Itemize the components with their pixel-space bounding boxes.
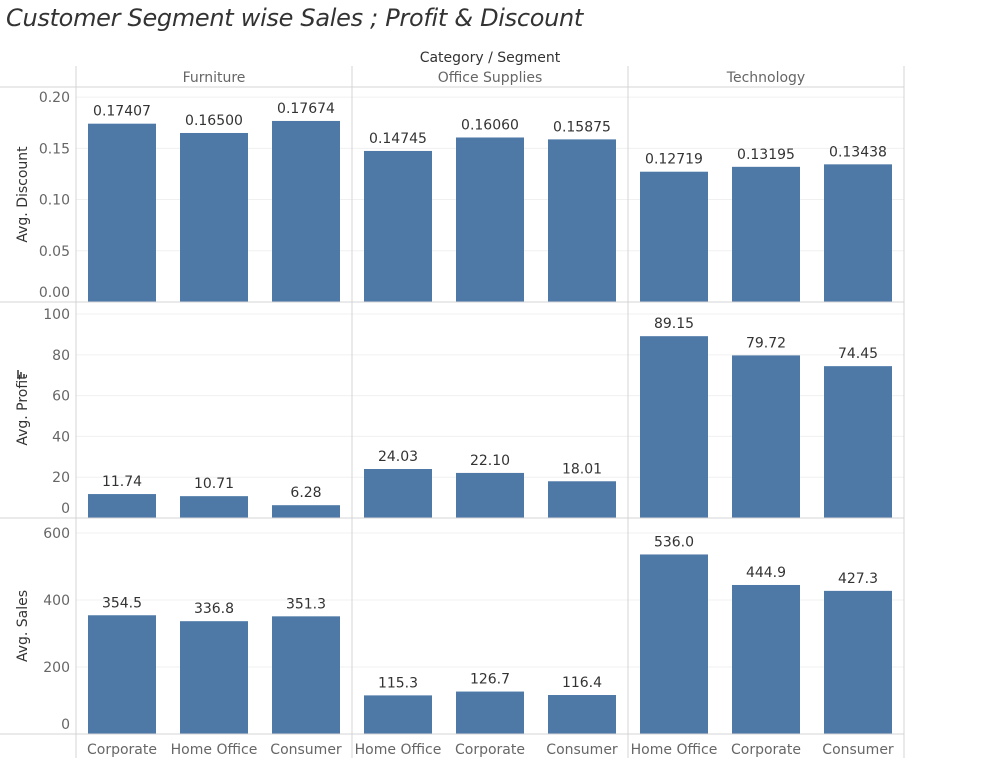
bar xyxy=(548,481,616,518)
row-label: Avg. Profit xyxy=(15,374,31,446)
data-label: 336.8 xyxy=(194,601,234,617)
bar xyxy=(732,166,800,302)
bar xyxy=(456,137,524,302)
bar xyxy=(364,695,432,734)
bar xyxy=(732,584,800,734)
y-tick-label: 0.05 xyxy=(39,244,70,260)
bar xyxy=(88,123,156,302)
bar xyxy=(180,621,248,734)
data-label: 24.03 xyxy=(378,449,418,465)
data-label: 79.72 xyxy=(746,335,786,351)
y-tick-label: 80 xyxy=(52,348,70,364)
y-tick-label: 0 xyxy=(61,501,70,517)
y-tick-label: 100 xyxy=(43,307,70,323)
data-label: 115.3 xyxy=(378,675,418,691)
bar xyxy=(272,120,340,302)
bar xyxy=(640,554,708,734)
data-label: 0.16500 xyxy=(185,113,243,129)
data-label: 0.12719 xyxy=(645,152,703,168)
bar xyxy=(456,691,524,734)
data-label: 11.74 xyxy=(102,474,142,490)
y-tick-label: 40 xyxy=(52,429,70,445)
data-label: 89.15 xyxy=(654,316,694,332)
x-tick-label: Consumer xyxy=(270,742,342,758)
bar xyxy=(640,336,708,518)
bar xyxy=(640,171,708,302)
bar xyxy=(824,366,892,518)
y-tick-label: 0.00 xyxy=(39,285,70,301)
data-label: 0.16060 xyxy=(461,117,519,133)
y-tick-label: 200 xyxy=(43,660,70,676)
bar xyxy=(548,139,616,302)
data-label: 536.0 xyxy=(654,534,694,550)
data-label: 444.9 xyxy=(746,565,786,581)
row-label: Avg. Sales xyxy=(15,590,31,662)
data-label: 22.10 xyxy=(470,453,510,469)
row-label: Avg. Discount xyxy=(15,146,31,243)
data-label: 10.71 xyxy=(194,476,234,492)
bar xyxy=(88,615,156,734)
x-tick-label: Corporate xyxy=(455,742,525,758)
y-tick-label: 0.20 xyxy=(39,90,70,106)
data-label: 74.45 xyxy=(838,346,878,362)
y-tick-label: 0.15 xyxy=(39,141,70,157)
bar xyxy=(824,590,892,734)
data-label: 0.17674 xyxy=(277,101,335,117)
data-label: 6.28 xyxy=(290,485,321,501)
data-label: 0.13438 xyxy=(829,144,887,160)
data-label: 0.17407 xyxy=(93,104,151,120)
category-header: Technology xyxy=(726,70,805,86)
bar xyxy=(548,695,616,734)
x-tick-label: Consumer xyxy=(546,742,618,758)
y-tick-label: 0 xyxy=(61,717,70,733)
y-tick-label: 0.10 xyxy=(39,193,70,209)
x-tick-label: Home Office xyxy=(171,742,258,758)
bar xyxy=(88,494,156,518)
x-tick-label: Home Office xyxy=(631,742,718,758)
bar xyxy=(364,468,432,518)
y-tick-label: 600 xyxy=(43,526,70,542)
category-header: Office Supplies xyxy=(438,70,543,86)
bar xyxy=(272,616,340,734)
x-tick-label: Home Office xyxy=(355,742,442,758)
bar xyxy=(364,150,432,302)
data-label: 0.13195 xyxy=(737,147,795,163)
x-tick-label: Corporate xyxy=(731,742,801,758)
y-tick-label: 400 xyxy=(43,593,70,609)
column-header: Category / Segment xyxy=(420,50,561,66)
category-header: Furniture xyxy=(183,70,246,86)
x-tick-label: Consumer xyxy=(822,742,894,758)
data-label: 354.5 xyxy=(102,595,142,611)
bar xyxy=(456,472,524,518)
data-label: 0.15875 xyxy=(553,119,611,135)
data-label: 351.3 xyxy=(286,596,326,612)
data-label: 0.14745 xyxy=(369,131,427,147)
x-tick-label: Corporate xyxy=(87,742,157,758)
bar xyxy=(824,164,892,302)
data-label: 427.3 xyxy=(838,571,878,587)
data-label: 18.01 xyxy=(562,461,602,477)
data-label: 116.4 xyxy=(562,675,602,691)
bar xyxy=(732,355,800,518)
bar xyxy=(180,496,248,518)
bar xyxy=(272,505,340,518)
page-title: Customer Segment wise Sales ; Profit & D… xyxy=(6,4,584,32)
data-label: 126.7 xyxy=(470,672,510,688)
y-tick-label: 60 xyxy=(52,389,70,405)
bar xyxy=(180,132,248,302)
y-tick-label: 20 xyxy=(52,470,70,486)
